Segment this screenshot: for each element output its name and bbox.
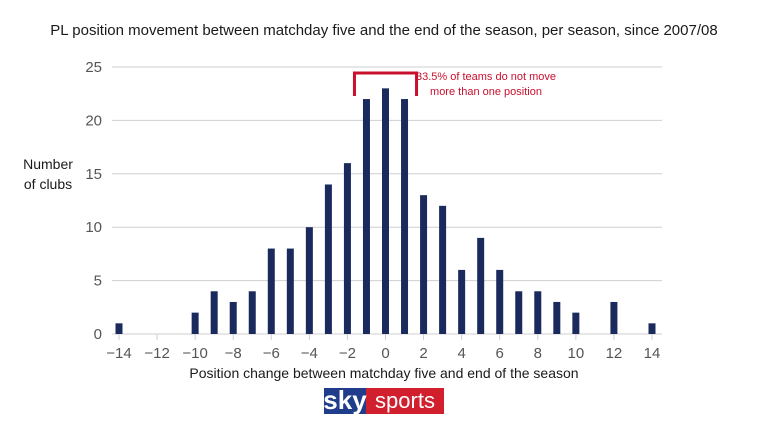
bar — [115, 323, 123, 334]
logo-sports-text: sports — [375, 388, 435, 413]
x-tick-label: 4 — [457, 345, 465, 362]
y-axis-label-line1: Number — [23, 156, 73, 172]
bar — [553, 301, 561, 334]
bar — [648, 323, 656, 334]
annotation-text-line1: 33.5% of teams do not move — [416, 71, 556, 83]
y-axis-ticks: 0 5 10 15 20 25 — [85, 59, 102, 343]
x-tick-label: 0 — [381, 345, 389, 362]
annotation-bracket — [352, 71, 419, 96]
x-tick-label: 2 — [419, 345, 427, 362]
x-tick-label: −2 — [339, 345, 356, 362]
y-tick-label: 5 — [94, 273, 102, 290]
bar — [382, 88, 389, 334]
annotation-text-line2: more than one position — [430, 86, 542, 98]
bar — [458, 269, 466, 334]
bar — [267, 248, 275, 334]
bar — [286, 248, 294, 334]
annotation: 33.5% of teams do not move more than one… — [352, 71, 556, 98]
y-axis-label-line2: of clubs — [24, 176, 72, 192]
x-tick-label: 12 — [606, 345, 623, 362]
bar — [439, 205, 447, 334]
logo-sky-text: sky — [323, 385, 367, 415]
logo-sports-box — [366, 388, 444, 414]
bar — [515, 291, 523, 334]
bar — [477, 237, 485, 334]
bar — [191, 312, 199, 334]
bar — [496, 269, 504, 334]
x-tick-label: 6 — [496, 345, 504, 362]
x-axis-ticks: −14 −12 −10 −8 −6 −4 −2 0 2 4 6 8 10 12 14 — [106, 334, 660, 362]
x-tick-label: −4 — [301, 345, 318, 362]
bar — [572, 312, 580, 334]
x-tick-label: 14 — [644, 345, 661, 362]
bar — [305, 227, 313, 334]
bar — [248, 291, 256, 334]
bar — [534, 291, 542, 334]
x-tick-label: −14 — [106, 345, 131, 362]
x-axis-label: Position change between matchday five an… — [189, 365, 578, 381]
bar — [229, 301, 237, 334]
y-tick-label: 10 — [85, 219, 102, 236]
bar — [362, 99, 370, 334]
bar — [343, 163, 351, 334]
y-tick-label: 0 — [94, 326, 102, 343]
sky-sports-logo: sky sports — [323, 385, 444, 415]
bar — [210, 291, 218, 334]
bars — [115, 88, 656, 334]
x-tick-label: 8 — [534, 345, 542, 362]
y-tick-label: 25 — [85, 59, 102, 76]
bar — [401, 99, 409, 334]
bar — [610, 301, 618, 334]
x-tick-label: −10 — [182, 345, 207, 362]
y-tick-label: 15 — [85, 166, 102, 183]
bar — [420, 195, 428, 334]
x-tick-label: −6 — [263, 345, 280, 362]
x-tick-label: −8 — [225, 345, 242, 362]
bar — [324, 184, 332, 334]
chart-title: PL position movement between matchday fi… — [50, 22, 717, 39]
y-tick-label: 20 — [85, 112, 102, 129]
x-tick-label: −12 — [144, 345, 169, 362]
logo-sky-box — [324, 388, 366, 414]
x-tick-label: 10 — [568, 345, 585, 362]
